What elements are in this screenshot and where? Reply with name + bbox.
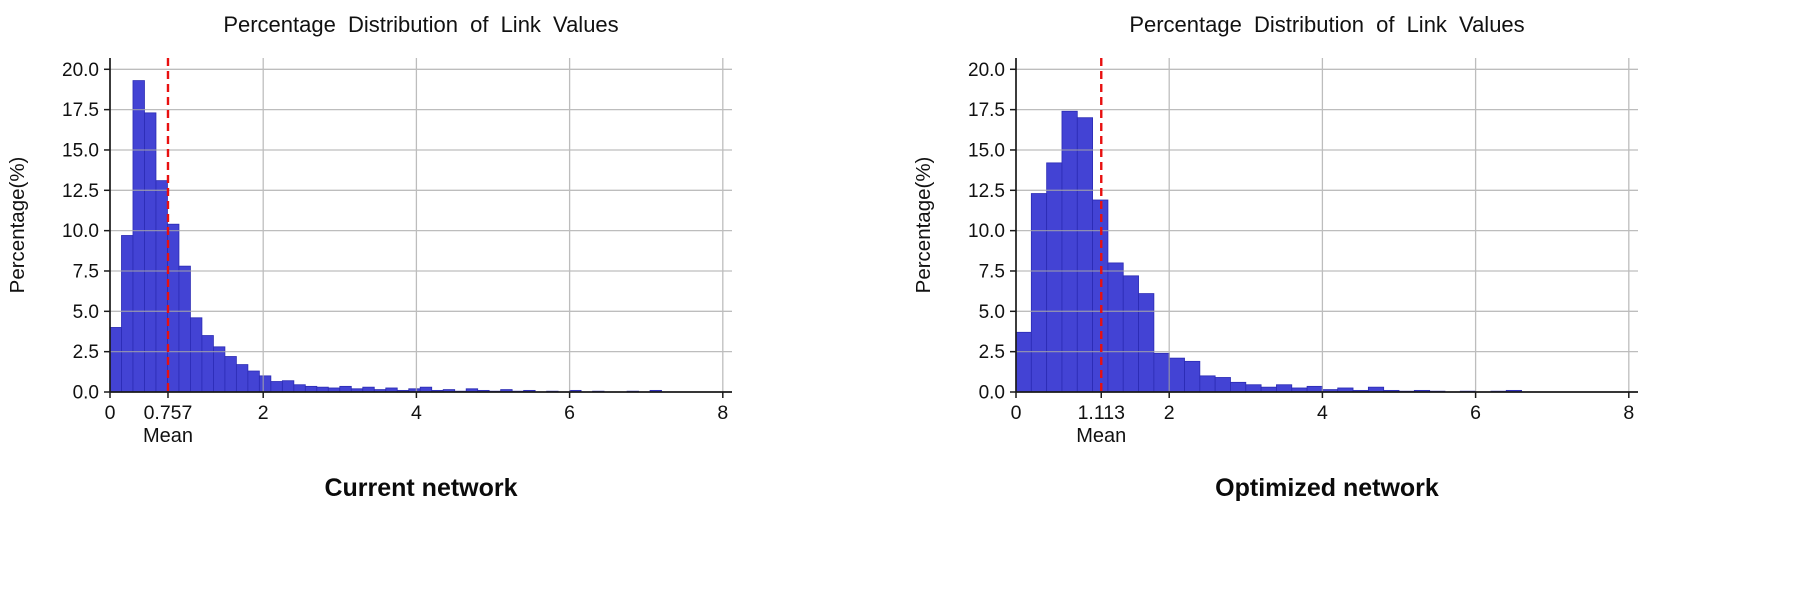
y-axis-label: Percentage(%) (6, 157, 29, 294)
y-tick-label: 7.5 (73, 261, 99, 282)
histogram-optimized-network: 0.0 2.5 5.0 7.5 10.0 12.5 15.0 17.5 20.0 0 2 4 6 8 1.1… (912, 12, 1638, 447)
y-axis-label: Percentage(%) (912, 157, 935, 294)
y-tick-label: 10.0 (968, 221, 1005, 242)
figure-row: 0.0 2.5 5.0 7.5 10.0 12.5 15.0 17.5 20.0 0 2 4 6 8 0.7… (0, 6, 1812, 503)
x-tick-label: 8 (1623, 402, 1634, 424)
y-tick-label: 5.0 (73, 302, 99, 323)
gridlines (110, 58, 732, 392)
histogram-bar (1061, 110, 1078, 393)
histogram-bar (121, 235, 134, 393)
chart-caption-optimized: Optimized network (1215, 474, 1439, 502)
histogram-bar (224, 356, 237, 393)
histogram-bar (1230, 381, 1247, 393)
y-tick-label: 0.0 (979, 383, 1005, 404)
bars (1015, 110, 1522, 393)
y-tick-label: 20.0 (968, 60, 1005, 81)
mean-axis-caption: Mean (1076, 425, 1126, 447)
gridlines (1016, 58, 1638, 392)
histogram-bar (1076, 117, 1093, 393)
y-tick-label: 12.5 (62, 181, 99, 202)
histogram-bar (1199, 375, 1216, 393)
histogram-bar (247, 370, 260, 393)
y-tick-label: 17.5 (62, 100, 99, 121)
histogram-bar (178, 265, 191, 393)
y-tick-label: 2.5 (73, 342, 99, 363)
histogram-bar (1153, 352, 1170, 393)
y-tick-label: 10.0 (62, 221, 99, 242)
histogram-bar (1138, 293, 1155, 393)
chart-panel-current: 0.0 2.5 5.0 7.5 10.0 12.5 15.0 17.5 20.0 0 2 4 6 8 0.7… (0, 6, 906, 503)
histogram-bar (1015, 331, 1032, 393)
bars (109, 80, 662, 393)
mean-value-label: 1.113 (1078, 402, 1125, 424)
histogram-bar (1046, 162, 1063, 393)
histogram-bar (1245, 384, 1262, 393)
histogram-bar (109, 327, 122, 393)
histogram-bar (1030, 193, 1048, 393)
chart-caption-current: Current network (324, 474, 518, 502)
y-tick-label: 20.0 (62, 60, 99, 81)
x-tick-label: 0 (1011, 402, 1022, 424)
y-tick-label: 5.0 (979, 302, 1005, 323)
histogram-bar (235, 364, 249, 393)
x-tick-label: 8 (717, 402, 728, 424)
mean-value-label: 0.757 (144, 402, 193, 424)
histogram-current-network: 0.0 2.5 5.0 7.5 10.0 12.5 15.0 17.5 20.0 0 2 4 6 8 0.7… (6, 12, 732, 447)
histogram-bar (1168, 357, 1185, 393)
y-tick-label: 0.0 (73, 383, 99, 404)
histogram-bar (213, 346, 226, 393)
histogram-bar (258, 375, 272, 393)
x-tick-label: 2 (1164, 402, 1175, 424)
chart-title: Percentage Distribution of Link Values (1129, 12, 1524, 37)
histogram-bar (132, 80, 145, 393)
x-tick-label: 6 (564, 402, 575, 424)
x-tick-label: 4 (1317, 402, 1328, 424)
histogram-bar (144, 112, 157, 393)
y-tick-label: 12.5 (968, 181, 1005, 202)
histogram-bar (1184, 360, 1201, 393)
x-tick-label: 2 (258, 402, 269, 424)
y-tick-label: 15.0 (62, 140, 99, 161)
mean-axis-caption: Mean (143, 425, 193, 447)
histogram-bar (190, 317, 203, 393)
chart-title: Percentage Distribution of Link Values (223, 12, 618, 37)
histogram-bar (281, 380, 295, 393)
x-tick-label: 0 (105, 402, 116, 424)
y-tick-label: 17.5 (968, 100, 1005, 121)
y-tick-label: 7.5 (979, 261, 1005, 282)
histogram-bar (1122, 275, 1139, 393)
histogram-bar (1107, 262, 1124, 393)
histogram-bar (155, 180, 168, 393)
x-tick-label: 6 (1470, 402, 1481, 424)
histogram-bar (270, 381, 283, 393)
x-tick-label: 4 (411, 402, 422, 424)
histogram-bar (293, 384, 306, 393)
histogram-bar (201, 335, 214, 393)
y-tick-label: 2.5 (979, 342, 1005, 363)
chart-panel-optimized: 0.0 2.5 5.0 7.5 10.0 12.5 15.0 17.5 20.0 0 2 4 6 8 1.1… (906, 6, 1812, 503)
histogram-bar (1276, 384, 1293, 393)
histogram-bar (1214, 377, 1231, 393)
y-tick-label: 15.0 (968, 140, 1005, 161)
